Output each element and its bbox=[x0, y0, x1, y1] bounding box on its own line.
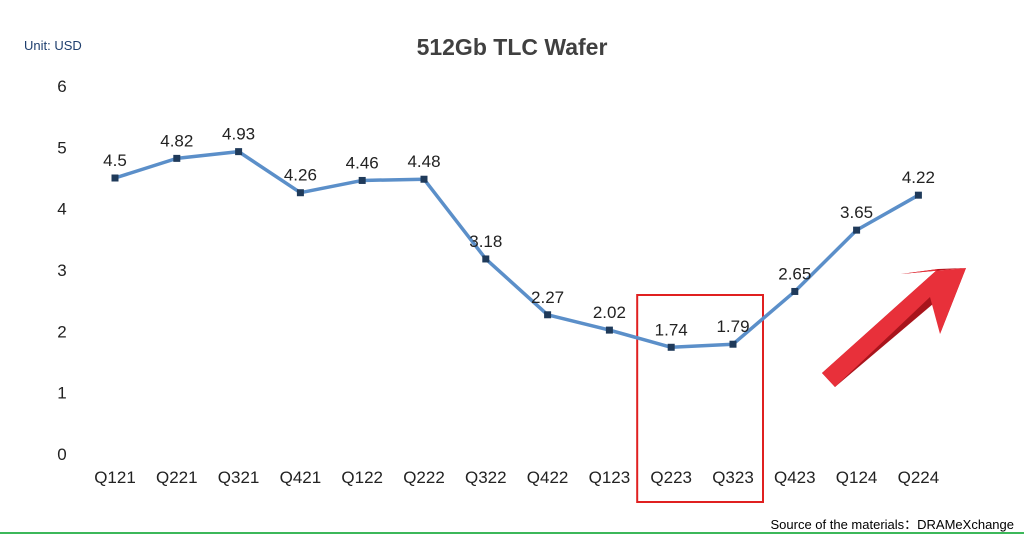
x-tick-label: Q223 bbox=[650, 468, 692, 487]
y-tick-label: 4 bbox=[57, 200, 66, 219]
x-tick-label: Q121 bbox=[94, 468, 136, 487]
data-point bbox=[235, 148, 243, 156]
data-point bbox=[111, 174, 119, 182]
y-tick-label: 6 bbox=[57, 77, 66, 96]
data-label: 4.48 bbox=[407, 152, 440, 171]
x-axis: Q121 Q221 Q321 Q421 Q122 Q222 Q322 Q422 Q123 Q223… bbox=[94, 468, 939, 487]
data-point bbox=[296, 189, 304, 197]
x-tick-label: Q422 bbox=[527, 468, 569, 487]
data-point bbox=[420, 175, 428, 183]
y-tick-label: 3 bbox=[57, 261, 66, 280]
x-tick-label: Q321 bbox=[218, 468, 260, 487]
y-tick-label: 1 bbox=[57, 384, 66, 403]
data-point bbox=[482, 255, 490, 263]
data-label: 1.74 bbox=[655, 320, 688, 339]
data-point bbox=[544, 311, 552, 319]
x-tick-label: Q423 bbox=[774, 468, 816, 487]
x-tick-label: Q221 bbox=[156, 468, 198, 487]
data-label: 4.46 bbox=[346, 153, 379, 172]
data-label: 4.5 bbox=[103, 151, 127, 170]
data-label: 2.02 bbox=[593, 303, 626, 322]
unit-label: Unit: USD bbox=[24, 38, 82, 53]
data-point bbox=[358, 176, 366, 184]
source-note: Source of the materials：DRAMeXchange bbox=[770, 517, 1014, 532]
x-tick-label: Q323 bbox=[712, 468, 754, 487]
trend-arrow-icon bbox=[822, 268, 966, 387]
divider-line bbox=[0, 532, 1024, 534]
x-tick-label: Q421 bbox=[280, 468, 322, 487]
y-axis: 0 1 2 3 4 5 6 bbox=[57, 77, 66, 464]
data-point bbox=[853, 226, 861, 234]
x-tick-label: Q222 bbox=[403, 468, 445, 487]
x-tick-label: Q124 bbox=[836, 468, 878, 487]
data-markers bbox=[111, 148, 922, 351]
data-point bbox=[605, 326, 613, 334]
chart-title: 512Gb TLC Wafer bbox=[416, 34, 608, 60]
x-tick-label: Q123 bbox=[589, 468, 631, 487]
x-tick-label: Q224 bbox=[898, 468, 940, 487]
highlight-box bbox=[636, 294, 765, 503]
data-label: 3.65 bbox=[840, 203, 873, 222]
data-label: 2.27 bbox=[531, 288, 564, 307]
y-tick-label: 0 bbox=[57, 445, 66, 464]
data-label: 4.93 bbox=[222, 125, 255, 144]
data-point bbox=[667, 343, 675, 351]
data-point bbox=[791, 287, 799, 295]
data-label: 1.79 bbox=[716, 317, 749, 336]
data-label: 4.22 bbox=[902, 168, 935, 187]
data-label: 4.82 bbox=[160, 131, 193, 150]
data-point bbox=[914, 191, 922, 199]
series-line bbox=[114, 149, 920, 350]
data-label: 3.18 bbox=[469, 232, 502, 251]
data-label: 4.26 bbox=[284, 166, 317, 185]
data-labels: 4.5 4.82 4.93 4.26 4.46 4.48 3.18 2.27 2.02 1.74 1… bbox=[103, 125, 935, 340]
x-tick-label: Q122 bbox=[341, 468, 383, 487]
data-point bbox=[729, 340, 737, 348]
y-tick-label: 5 bbox=[57, 138, 66, 157]
x-tick-label: Q322 bbox=[465, 468, 507, 487]
data-point bbox=[173, 154, 181, 162]
data-label: 2.65 bbox=[778, 264, 811, 283]
y-tick-label: 2 bbox=[57, 322, 66, 341]
